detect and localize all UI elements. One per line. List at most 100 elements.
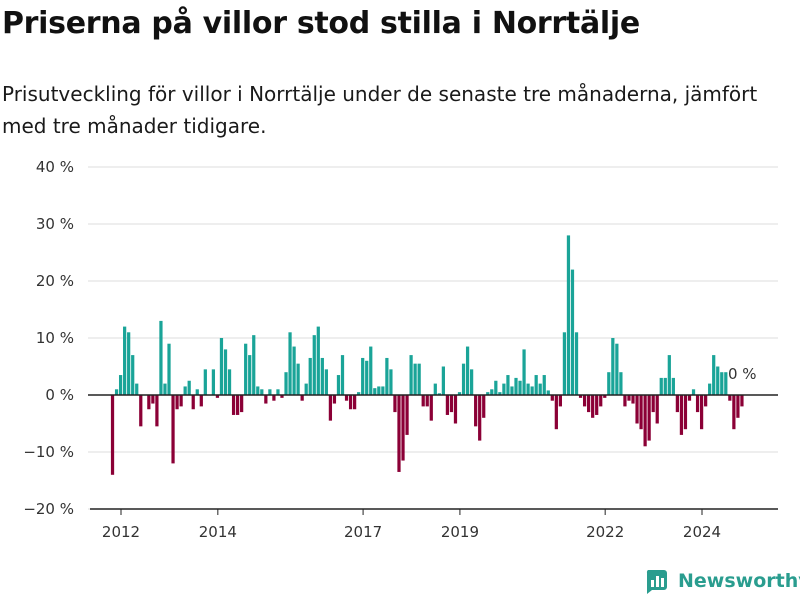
bar: [611, 338, 615, 395]
bar: [631, 395, 635, 404]
x-tick-label: 2024: [683, 523, 721, 541]
bar: [320, 357, 324, 395]
y-tick-label: 30 %: [36, 215, 74, 233]
bar: [344, 395, 349, 401]
bar: [369, 346, 373, 395]
bar: [348, 395, 353, 410]
bar: [377, 386, 381, 395]
bar: [615, 343, 619, 395]
bar: [340, 355, 345, 395]
bar: [276, 389, 280, 395]
bar: [724, 372, 728, 395]
bar-chart: −20 %−10 %0 %10 %20 %30 %40 % 2012 2014 20…: [23, 158, 778, 541]
bar: [704, 395, 708, 407]
bar: [110, 395, 115, 475]
bar: [695, 395, 700, 413]
bar: [235, 395, 240, 415]
bar: [671, 377, 675, 395]
chart-title: Priserna på villor stod stilla i Norrtäl…: [2, 6, 640, 41]
bar: [740, 395, 744, 407]
bar: [449, 395, 454, 413]
bar: [494, 380, 498, 395]
bar: [712, 355, 716, 395]
bar: [135, 383, 139, 395]
bar: [296, 363, 300, 395]
bar: [139, 395, 143, 427]
bar: [445, 395, 450, 415]
bar: [595, 395, 599, 415]
bar: [227, 369, 232, 395]
bar: [163, 383, 167, 395]
bar: [651, 395, 655, 413]
bar: [534, 375, 538, 395]
bar: [187, 380, 191, 395]
bar: [736, 395, 740, 418]
bar: [373, 388, 377, 395]
bar: [437, 393, 441, 395]
last-value-label: 0 %: [728, 365, 757, 383]
bar: [490, 389, 494, 395]
bar: [429, 395, 433, 421]
bar: [562, 332, 567, 395]
bar: [708, 383, 712, 395]
y-tick-label: 20 %: [36, 272, 74, 290]
x-tick-label: 2012: [102, 523, 140, 541]
bar: [687, 395, 692, 401]
bar: [413, 363, 417, 395]
bar: [587, 395, 591, 413]
bar: [171, 395, 175, 464]
bar: [623, 395, 627, 407]
bar: [699, 395, 704, 430]
bar: [530, 386, 534, 395]
y-tick-label: 10 %: [36, 329, 74, 347]
bar: [324, 369, 328, 395]
bar: [732, 395, 736, 430]
bar: [574, 332, 579, 395]
bar: [353, 395, 357, 410]
bar: [304, 383, 308, 395]
bar: [256, 386, 260, 395]
bar: [486, 392, 490, 395]
bar: [679, 395, 684, 435]
bar: [361, 357, 365, 395]
y-tick-label: −20 %: [23, 500, 74, 518]
bar: [365, 360, 369, 395]
bar: [478, 395, 482, 441]
bar: [542, 375, 546, 395]
bar: [316, 326, 320, 395]
bar: [244, 343, 248, 395]
bar: [393, 395, 397, 413]
bar: [357, 392, 361, 395]
y-axis-ticks: −20 % −10 % 0 % 10 % 20 % 30 % 40 %: [23, 158, 74, 518]
bar: [465, 346, 470, 395]
bar: [498, 392, 502, 395]
bar: [312, 335, 316, 395]
bar: [607, 372, 611, 395]
bar: [518, 380, 522, 395]
bar: [381, 386, 385, 395]
bar: [582, 395, 587, 407]
bar: [538, 383, 542, 395]
bar: [336, 375, 341, 395]
bar: [663, 377, 667, 395]
bar: [199, 395, 203, 407]
bar: [639, 395, 643, 430]
bar: [401, 395, 405, 461]
bar: [716, 366, 720, 395]
bar: [114, 389, 119, 395]
bar: [627, 395, 631, 401]
bar: [502, 383, 506, 395]
bar: [280, 395, 284, 398]
x-tick-label: 2022: [586, 523, 624, 541]
bar: [252, 335, 256, 395]
bar: [195, 389, 199, 395]
bar: [474, 395, 478, 427]
bar: [441, 366, 445, 395]
bar: [211, 369, 216, 395]
bar: [728, 395, 732, 401]
bar: [147, 395, 151, 410]
bar: [506, 375, 510, 395]
bar: [550, 395, 554, 401]
bar: [260, 389, 264, 395]
bar: [240, 395, 244, 413]
